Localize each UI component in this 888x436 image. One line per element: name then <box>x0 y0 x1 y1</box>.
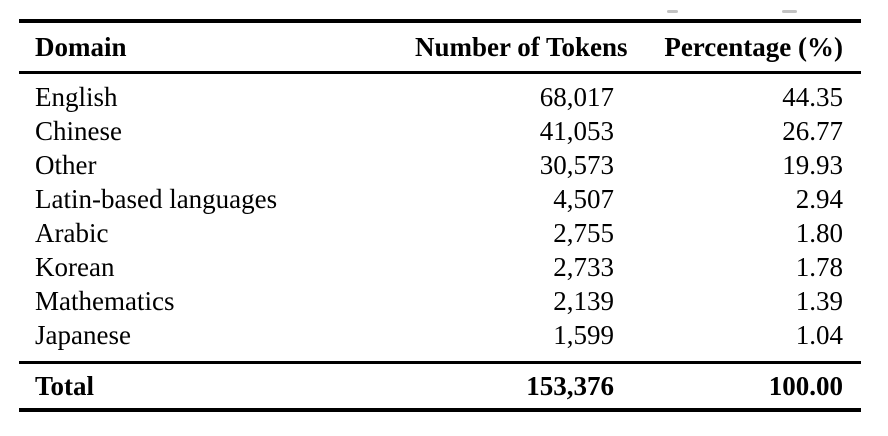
cell-percentage: 1.04 <box>795 320 843 350</box>
table-header-row: Domain Number of Tokens Percentage (%) <box>19 23 861 71</box>
table-row: Japanese 1,599 1.04 <box>19 318 861 352</box>
header-separator-rule <box>19 71 861 74</box>
table-row: English 68,017 44.35 <box>19 80 861 114</box>
cell-domain: Latin-based languages <box>35 184 278 214</box>
cell-tokens: 2,733 <box>553 252 614 282</box>
column-header-domain: Domain <box>35 32 127 62</box>
table-total-row: Total 153,376 100.00 <box>19 364 861 408</box>
cell-total-percentage: 100.00 <box>768 371 843 401</box>
cell-tokens: 41,053 <box>539 116 614 146</box>
cell-domain: Mathematics <box>35 286 175 316</box>
cell-percentage: 1.80 <box>795 218 843 248</box>
cell-domain: Arabic <box>35 218 109 248</box>
table-body: English 68,017 44.35 Chinese 41,053 26.7… <box>19 74 861 361</box>
cell-tokens: 2,139 <box>553 286 614 316</box>
table-row: Other 30,573 19.93 <box>19 148 861 182</box>
cell-tokens: 2,755 <box>553 218 614 248</box>
cell-percentage: 44.35 <box>782 82 843 112</box>
table-row: Korean 2,733 1.78 <box>19 250 861 284</box>
cell-percentage: 1.78 <box>795 252 843 282</box>
column-header-tokens: Number of Tokens <box>415 32 628 62</box>
cropped-text-artifact <box>782 10 797 13</box>
cell-domain: Other <box>35 150 97 180</box>
table-row: Latin-based languages 4,507 2.94 <box>19 182 861 216</box>
cell-domain: English <box>35 82 118 112</box>
cell-domain: Japanese <box>35 320 131 350</box>
table-bottom-rule <box>19 408 861 412</box>
table-row: Chinese 41,053 26.77 <box>19 114 861 148</box>
total-separator-rule <box>19 361 861 364</box>
cell-tokens: 4,507 <box>553 184 614 214</box>
cell-total-tokens: 153,376 <box>526 371 614 401</box>
table-top-rule <box>19 19 861 23</box>
cropped-text-artifact <box>667 10 678 13</box>
cell-percentage: 19.93 <box>782 150 843 180</box>
cell-percentage: 2.94 <box>795 184 843 214</box>
table-row: Mathematics 2,139 1.39 <box>19 284 861 318</box>
cell-tokens: 30,573 <box>539 150 614 180</box>
table-row: Arabic 2,755 1.80 <box>19 216 861 250</box>
cell-percentage: 26.77 <box>782 116 843 146</box>
column-header-percentage: Percentage (%) <box>664 32 843 62</box>
cell-domain: Chinese <box>35 116 122 146</box>
cell-tokens: 1,599 <box>553 320 614 350</box>
cell-percentage: 1.39 <box>795 286 843 316</box>
cell-domain: Korean <box>35 252 115 282</box>
token-distribution-table: Domain Number of Tokens Percentage (%) E… <box>19 19 861 412</box>
cell-total-label: Total <box>35 371 95 401</box>
cell-tokens: 68,017 <box>539 82 614 112</box>
